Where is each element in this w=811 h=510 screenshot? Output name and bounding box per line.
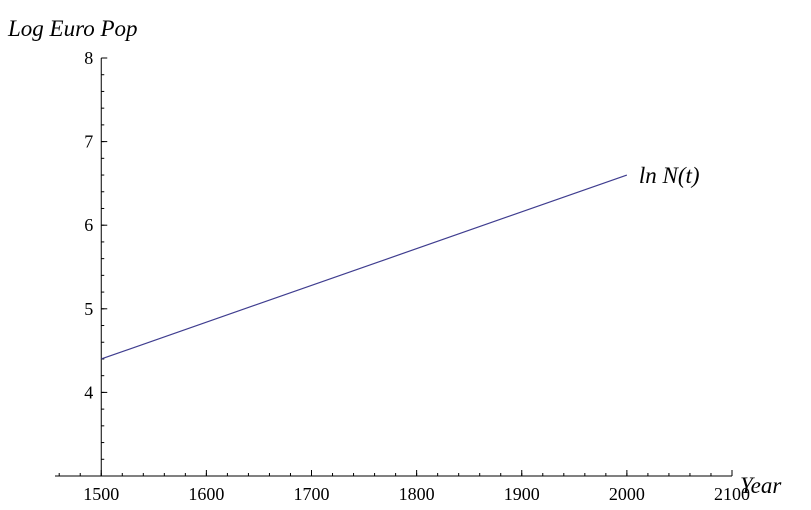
x-tick-label: 1700	[294, 484, 330, 504]
y-axis-title: Log Euro Pop	[7, 16, 138, 41]
y-tick-label: 7	[84, 132, 93, 152]
series-label: ln N(t)	[639, 163, 700, 188]
line	[101, 174, 628, 360]
y-tick-label: 5	[84, 299, 93, 319]
x-tick-label: 1500	[83, 484, 119, 504]
x-tick-label: 2100	[714, 484, 750, 504]
y-tick-label: 4	[84, 382, 93, 402]
x-tick-label: 2000	[609, 484, 645, 504]
x-tick-label: 1600	[188, 484, 224, 504]
x-tick-label: 1900	[504, 484, 540, 504]
x-tick-label: 1800	[399, 484, 435, 504]
y-tick-label: 8	[84, 48, 93, 68]
y-tick-label: 6	[84, 215, 93, 235]
x-axis-title: Year	[740, 473, 782, 498]
